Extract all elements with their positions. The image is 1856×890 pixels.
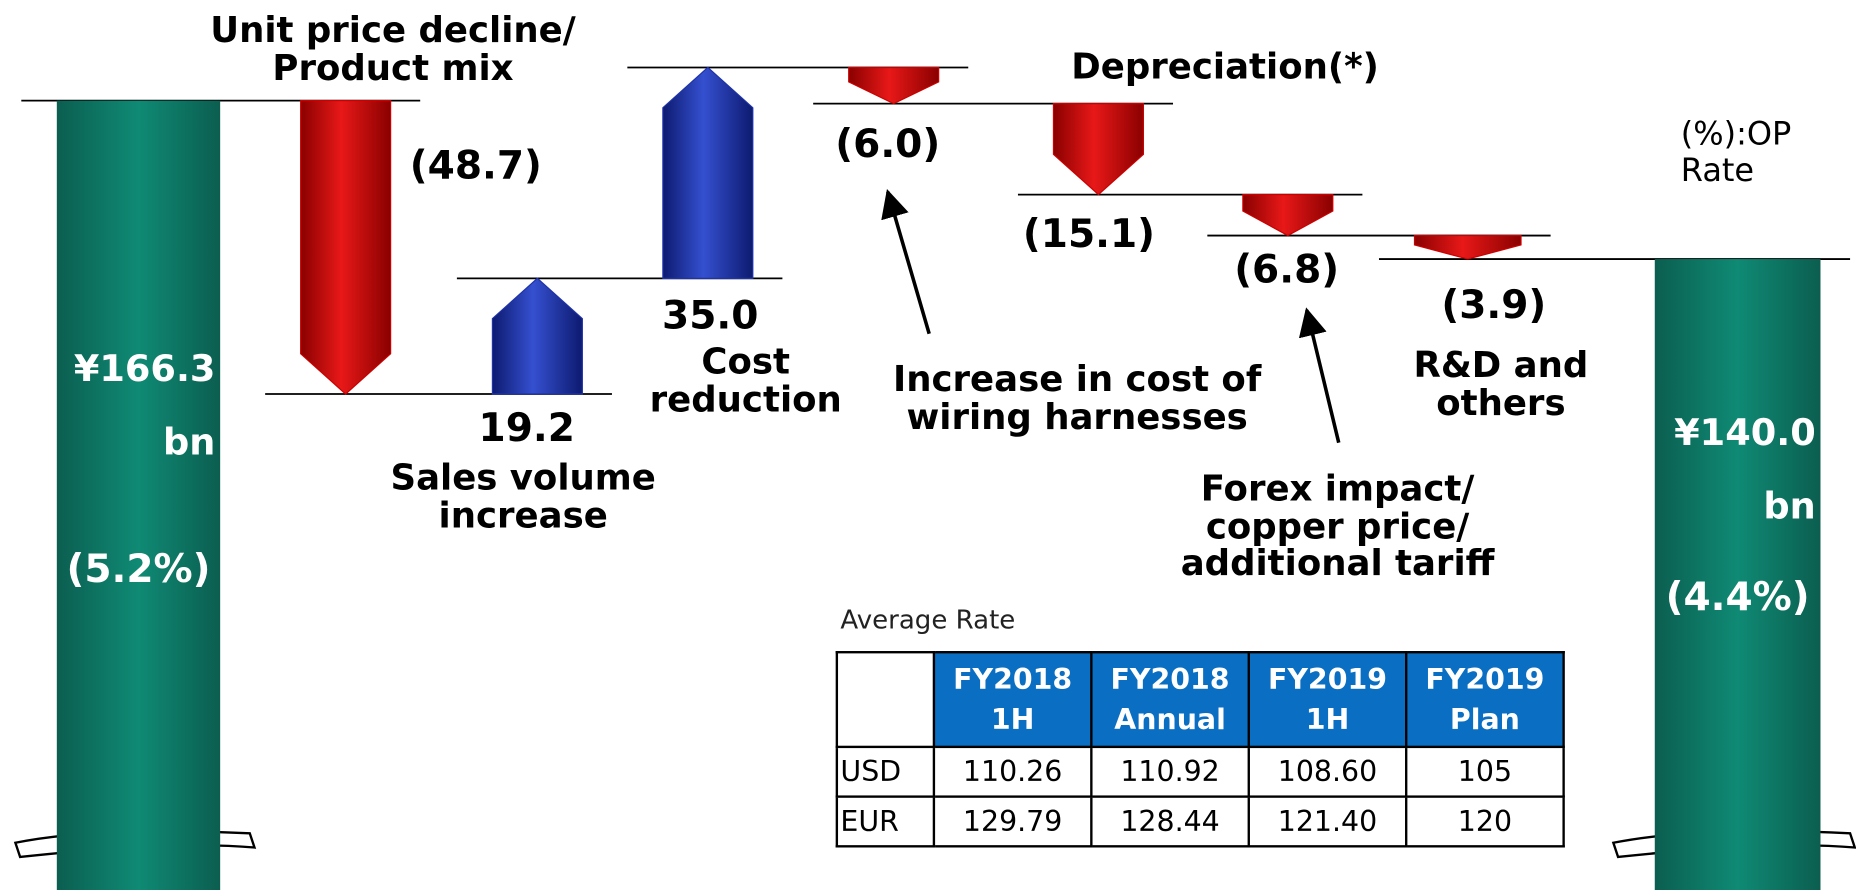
op-rate-label: (4.4%) [1665,573,1810,620]
table-row: EUR 129.79 128.44 121.40 120 [835,795,1565,848]
category-label: Sales volume increase [390,457,656,537]
table-cell: 105 [1405,745,1565,798]
header-row: FY2018 1H FY2018 Annual FY2019 1H FY2019 Pl… [835,651,1565,749]
header-cell: FY2018 1H [932,651,1093,749]
pointer-arrow [881,189,931,335]
value-label: 35.0 [662,291,759,339]
total-bar [1654,259,1821,890]
increase-bar [491,277,583,395]
op-rate-label: (5.2%) [66,545,211,592]
decrease-bar [1413,234,1522,260]
table-cell: 128.44 [1090,795,1250,848]
table-cell: 121.40 [1247,795,1408,848]
table-cell: 120 [1405,795,1565,848]
category-label: Unit price decline/ Product mix [210,10,576,89]
category-label: Cost reduction [649,341,842,421]
value-label: (3.9) [1441,281,1547,328]
total-label: ¥166.3 bn [73,347,216,464]
table-title: Average Rate [840,606,1016,636]
increase-bar [662,66,754,279]
category-label: Forex impact/ copper price/ additional t… [1180,468,1495,585]
table-cell: 129.79 [932,795,1093,848]
value-label: (6.0) [835,120,941,167]
value-label: 19.2 [478,404,575,451]
value-label: (15.1) [1022,210,1156,257]
table-cell: 108.60 [1247,745,1408,798]
table-row: USD 110.26 110.92 108.60 105 [835,745,1565,798]
category-label: R&D and others [1413,345,1589,424]
table-cell: 110.26 [932,745,1093,798]
decrease-bar [848,66,940,105]
category-label: Increase in cost of wiring harnesses [893,359,1262,438]
decrease-bar [300,100,392,395]
table-cell: 110.92 [1090,745,1250,798]
total-label: ¥140.0 bn [1674,411,1816,528]
value-label: (6.8) [1234,245,1340,292]
total-bar [56,100,221,890]
decrease-bar [1242,194,1334,237]
table-cell: USD [835,745,936,798]
rate-table: FY2018 1H FY2018 Annual FY2019 1H FY2019 Pl… [835,651,1565,848]
pointer-arrow [1298,307,1341,444]
header-cell [835,651,936,749]
note: (%):OP Rate [1680,115,1792,190]
table-cell: EUR [835,795,936,848]
header-cell: FY2018 Annual [1090,651,1250,749]
decrease-bar [1052,103,1145,196]
header-cell: FY2019 Plan [1405,651,1565,749]
value-label: (48.7) [409,141,542,188]
category-label: Depreciation(*) [1071,46,1379,88]
header-cell: FY2019 1H [1247,651,1408,749]
